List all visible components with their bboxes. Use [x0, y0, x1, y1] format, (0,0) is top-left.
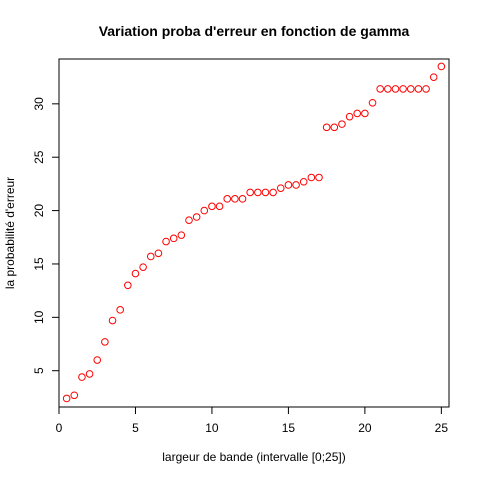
data-point — [406, 85, 415, 93]
data-point — [177, 231, 186, 239]
y-tick-label: 5 — [32, 367, 46, 374]
data-point — [146, 252, 155, 261]
data-point — [299, 177, 308, 186]
data-point — [223, 195, 232, 203]
data-point — [208, 202, 216, 211]
y-tick-label: 25 — [32, 150, 46, 164]
x-tick-label: 25 — [435, 421, 449, 435]
data-point — [124, 281, 132, 290]
data-point — [315, 173, 323, 182]
x-tick-label: 20 — [358, 421, 372, 435]
data-point — [85, 370, 94, 378]
data-point — [154, 249, 163, 258]
data-point — [276, 184, 285, 192]
data-point — [261, 188, 270, 197]
data-point — [292, 181, 300, 189]
x-axis: 0 5 10 15 20 25 — [56, 406, 449, 435]
data-point — [70, 391, 79, 400]
data-point — [338, 120, 346, 128]
y-axis: 5 10 15 20 25 30 — [32, 97, 60, 374]
data-point — [307, 173, 316, 182]
y-tick-label: 15 — [32, 257, 46, 271]
data-point — [169, 234, 178, 243]
y-tick-label: 20 — [32, 204, 46, 218]
data-point — [108, 316, 117, 325]
data-point — [422, 85, 430, 93]
x-axis-label: largeur de bande (intervalle [0;25]) — [162, 450, 345, 464]
data-point — [429, 73, 438, 81]
y-tick-label: 10 — [32, 310, 46, 324]
data-point — [139, 263, 147, 271]
data-point — [437, 62, 446, 71]
data-point — [414, 85, 423, 93]
x-tick-label: 10 — [205, 421, 219, 435]
data-points — [62, 62, 446, 403]
data-point — [131, 269, 140, 278]
data-point — [284, 181, 293, 189]
data-point — [238, 195, 247, 203]
data-point — [231, 195, 239, 203]
data-point — [330, 123, 339, 132]
data-point — [162, 237, 170, 246]
y-tick-label: 30 — [32, 97, 46, 111]
data-point — [62, 394, 71, 403]
data-point — [78, 373, 86, 381]
data-point — [322, 123, 331, 132]
data-point — [246, 188, 254, 197]
plot-frame — [58, 58, 450, 408]
data-point — [269, 188, 277, 197]
data-point — [384, 85, 392, 93]
x-tick-label: 15 — [282, 421, 296, 435]
data-point — [185, 216, 193, 224]
chart-title: Variation proba d'erreur en fonction de … — [99, 23, 410, 39]
data-point — [353, 109, 362, 118]
data-point — [391, 85, 400, 93]
data-point — [116, 306, 124, 314]
data-point — [200, 206, 209, 215]
data-point — [93, 356, 102, 364]
x-tick-label: 0 — [56, 421, 63, 435]
data-point — [376, 85, 384, 93]
data-point — [399, 85, 407, 93]
y-axis-label: la probabilité d'erreur — [3, 177, 17, 289]
data-point — [368, 98, 377, 107]
data-point — [361, 109, 369, 118]
data-point — [215, 202, 224, 211]
x-tick-label: 5 — [132, 421, 139, 435]
data-point — [254, 188, 262, 197]
data-point — [345, 112, 354, 121]
data-point — [101, 338, 109, 346]
data-point — [192, 213, 201, 221]
